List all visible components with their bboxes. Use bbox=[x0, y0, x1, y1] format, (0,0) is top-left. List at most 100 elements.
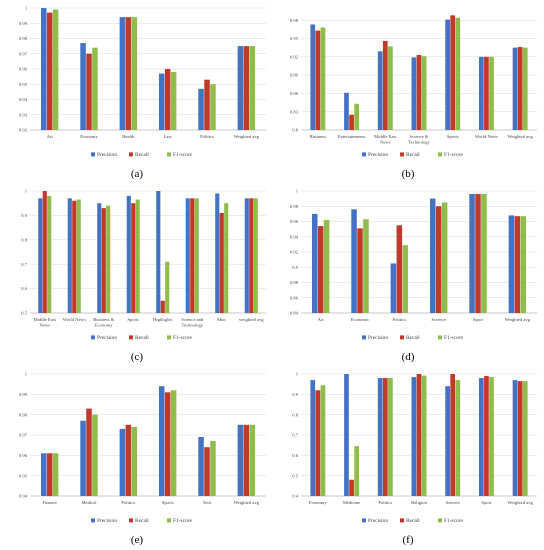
bar-precision bbox=[411, 57, 417, 130]
bar-precision bbox=[119, 17, 126, 130]
legend-entry: F1-score bbox=[173, 152, 192, 158]
bar-precision bbox=[215, 193, 220, 313]
x-tick-label: Business bbox=[310, 134, 327, 139]
chart-panel-4: 0.84 0.86 0.88 0.9 0.92 0.94 0.96 0.98 1 Art Econo… bbox=[290, 189, 537, 363]
y-tick-label: 0.92 bbox=[19, 128, 28, 133]
bar-recall bbox=[249, 198, 254, 313]
bar-f1-score bbox=[421, 375, 427, 496]
legend-entry: Recall bbox=[135, 518, 149, 524]
bar-recall bbox=[450, 374, 456, 496]
x-tick-label: Sport bbox=[473, 317, 484, 322]
y-tick-label: 0.9 bbox=[292, 265, 298, 270]
bar-f1-score bbox=[47, 195, 52, 313]
y-tick-label: 0.89 bbox=[290, 73, 299, 78]
x-tick-label: Sports bbox=[447, 134, 459, 139]
bar-precision bbox=[40, 8, 47, 130]
x-tick-label: Sports bbox=[162, 500, 174, 505]
bar-f1-score bbox=[210, 441, 216, 496]
legend-swatch bbox=[167, 335, 171, 340]
bar-f1-score bbox=[131, 426, 138, 496]
bar-recall bbox=[357, 228, 363, 313]
bar-f1-score bbox=[489, 377, 494, 496]
y-tick-label: 0.99 bbox=[19, 21, 28, 26]
bar-recall bbox=[86, 408, 92, 496]
bar-recall bbox=[416, 374, 422, 496]
legend-swatch bbox=[129, 335, 133, 340]
y-tick-label: 0.94 bbox=[290, 234, 299, 239]
bar-recall bbox=[349, 114, 354, 130]
bar-recall bbox=[160, 300, 165, 313]
y-tick-label: 0.7 bbox=[292, 433, 298, 438]
x-tick-label: Entertainments bbox=[338, 134, 366, 139]
bar-precision bbox=[38, 198, 43, 313]
bar-precision bbox=[237, 424, 244, 496]
y-tick-label: 0.94 bbox=[19, 494, 28, 499]
legend-swatch bbox=[438, 152, 442, 157]
bar-f1-score bbox=[106, 205, 111, 313]
x-tick-label: Medical bbox=[81, 500, 97, 505]
bar-recall bbox=[190, 198, 195, 313]
x-tick-label: weighted avg bbox=[239, 317, 264, 322]
y-tick-label: 0.6 bbox=[21, 286, 27, 291]
bar-precision bbox=[97, 203, 102, 313]
bar-f1-score bbox=[249, 424, 256, 496]
bar-f1-score bbox=[363, 219, 369, 313]
bar-precision bbox=[344, 374, 349, 496]
bar-recall bbox=[475, 194, 481, 313]
x-tick-label: Politics bbox=[378, 500, 392, 505]
y-tick-label: 0.8 bbox=[21, 237, 27, 242]
bar-f1-score bbox=[165, 261, 170, 313]
legend-swatch bbox=[91, 335, 95, 340]
bar-f1-score bbox=[210, 84, 216, 130]
bar-recall bbox=[204, 79, 210, 130]
y-tick-label: 0.96 bbox=[19, 67, 28, 72]
bar-precision bbox=[244, 198, 249, 313]
legend-entry: Precision bbox=[97, 335, 117, 341]
bar-precision bbox=[310, 24, 316, 130]
bar-precision bbox=[311, 213, 318, 314]
legend-entry: F1-score bbox=[444, 518, 463, 524]
bar-f1-score bbox=[455, 380, 461, 496]
y-tick-label: 0.97 bbox=[19, 51, 28, 56]
legend-swatch bbox=[400, 518, 404, 523]
y-tick-label: 0.5 bbox=[292, 473, 298, 478]
bar-f1-score bbox=[76, 199, 81, 313]
legend-entry: F1-score bbox=[173, 335, 192, 341]
legend-swatch bbox=[438, 335, 442, 340]
bar-f1-score bbox=[92, 414, 98, 496]
x-tick-label: Economy bbox=[80, 134, 98, 139]
bar-f1-score bbox=[354, 446, 360, 496]
legend-swatch bbox=[167, 518, 171, 523]
x-tick-label: Art bbox=[318, 317, 325, 322]
bar-recall bbox=[72, 200, 77, 313]
bar-precision bbox=[119, 428, 126, 496]
legend-swatch bbox=[438, 518, 442, 523]
bar-precision bbox=[40, 453, 47, 496]
y-tick-label: 0.86 bbox=[290, 295, 299, 300]
bar-f1-score bbox=[354, 103, 360, 130]
bar-precision bbox=[377, 51, 383, 131]
x-tick-label: Politics bbox=[121, 500, 135, 505]
x-tick-label: Sport bbox=[481, 500, 492, 505]
legend-entry: Recall bbox=[135, 335, 149, 341]
y-tick-label: 0.86 bbox=[290, 91, 299, 96]
bar-f1-score bbox=[421, 56, 427, 130]
y-tick-label: 0.8 bbox=[292, 128, 298, 133]
y-tick-label: 0.9 bbox=[292, 392, 298, 397]
bar-f1-score bbox=[388, 378, 393, 496]
legend-swatch bbox=[129, 152, 133, 157]
bar-recall bbox=[396, 225, 403, 313]
y-tick-label: 1 bbox=[296, 372, 299, 377]
x-tick-label: Middle East News bbox=[374, 134, 397, 144]
bar-precision bbox=[158, 73, 165, 130]
y-tick-label: 0.96 bbox=[19, 453, 28, 458]
bar-f1-score bbox=[131, 17, 138, 130]
bar-precision bbox=[126, 195, 131, 313]
bar-f1-score bbox=[170, 72, 177, 130]
x-tick-label: Art bbox=[47, 134, 54, 139]
bar-recall bbox=[315, 30, 321, 130]
legend-swatch bbox=[91, 518, 95, 523]
x-tick-label: Middle East News bbox=[34, 317, 57, 327]
x-tick-label: Business & Economy bbox=[93, 317, 114, 327]
